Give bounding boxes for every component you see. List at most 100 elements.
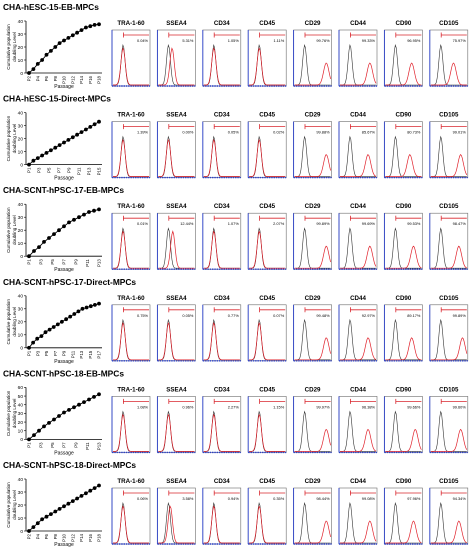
stained-histogram [340,62,377,86]
histogram-tra-1-60: TRA-1-60 0.06% [111,478,151,545]
histogram-cd44: CD44 99.08% [338,478,378,545]
histogram-cd90: CD90 89.17% [383,295,423,362]
growth-point [35,62,40,66]
marker-label: CD34 [214,112,230,119]
histogram-cd34: CD34 0.77% [202,295,242,362]
marker-label: CD45 [259,295,275,302]
histogram-cd105: CD105 75.97% [429,20,469,87]
marker-label: CD44 [350,295,366,302]
positive-percent: 0.00% [182,130,194,135]
growth-point [79,130,84,135]
marker-label: CD34 [214,20,230,27]
growth-x-tick: P1 [27,167,32,173]
positive-percent: 75.97% [453,38,467,43]
growth-x-tick-label: P3 [35,350,40,356]
growth-point [82,400,86,404]
growth-point [67,408,71,412]
growth-ylabel-line1: Cumulative population [6,24,11,70]
histogram-cd29: CD29 98.44% [293,478,332,545]
growth-x-tick: P10 [62,75,67,83]
growth-point [75,30,79,35]
growth-point [31,340,35,345]
growth-ylabel-line2: doubling Level [12,307,17,337]
positive-percent: 0.01% [137,221,149,226]
histogram-tra-1-60: TRA-1-60 1.08% [111,386,151,454]
stained-histogram [203,230,240,269]
marker-label: CD90 [395,112,411,119]
growth-x-tick: P5 [50,259,55,265]
histogram-frame [293,487,332,545]
growth-point [42,424,46,429]
row-2: CHA-hESC-15-Direct-MPCs010203040Cumulati… [3,94,469,182]
growth-x-tick: P1 [27,259,32,265]
growth-x-tick: P16 [88,75,93,83]
growth-x-tick-label: P11 [85,259,90,267]
growth-point [97,119,101,124]
growth-line [28,208,100,257]
histogram-cd90: CD90 96.95% [383,20,423,87]
growth-xlabel: Passage [54,176,74,182]
growth-x-tick-label: P12 [70,533,75,541]
marker-label: CD44 [350,20,366,27]
growth-x-tick: P15 [88,350,93,358]
marker-label: SSEA4 [166,386,187,393]
positive-percent: 0.05% [182,313,194,318]
positive-percent: 99.89% [316,221,330,226]
growth-x-tick: P12 [70,533,75,541]
marker-label: CD44 [350,386,366,393]
growth-point [44,52,49,57]
growth-point [32,249,36,253]
positive-percent: 0.96% [182,404,194,409]
growth-point [67,220,71,225]
positive-percent: 99.33% [362,38,376,43]
marker-label: CD34 [214,386,230,393]
histogram-cd105: CD105 99.01% [429,112,469,179]
growth-point [62,224,66,229]
growth-point [55,322,60,327]
positive-percent: 99.66% [407,404,421,409]
growth-xlabel: Passage [54,450,74,456]
growth-x-tick-label: P1 [27,350,32,356]
growth-y-tick-label: 0 [20,437,23,443]
growth-y-tick-label: 30 [18,32,24,38]
positive-percent: 92.97% [362,313,376,318]
marker-label: CD90 [395,203,411,210]
growth-x-tick-label: P18 [97,533,102,541]
histogram-frame [111,121,151,178]
positive-percent: 99.89% [453,313,467,318]
control-histogram [430,44,467,86]
positive-percent: 1.15% [273,404,285,409]
row-title: CHA-SCNT-hPSC-18-Direct-MPCs [3,460,136,470]
stained-histogram [385,62,422,86]
stained-histogram [430,154,468,177]
growth-point [97,301,101,306]
positive-percent: 99.97% [316,404,330,409]
histogram-frame [384,212,423,270]
growth-xlabel: Passage [54,542,74,548]
growth-point [27,162,31,167]
stained-histogram [430,245,467,269]
growth-y-tick-label: 30 [18,215,24,221]
growth-point [47,236,51,240]
growth-x-tick: P3 [38,442,43,448]
growth-point [97,483,101,488]
growth-x-tick-label: P17 [97,350,102,358]
marker-label: CD90 [395,386,411,393]
growth-y-tick-label: 40 [18,202,24,208]
growth-x-tick-label: P10 [62,533,67,541]
growth-x-tick-label: P13 [79,350,84,358]
growth-x-tick-label: P5 [50,442,55,448]
growth-x-tick: P11 [85,442,90,450]
growth-ylabel: Cumulative population doubling Level [6,482,17,528]
growth-point [27,71,31,75]
growth-point [47,421,51,425]
histogram-ssea4: SSEA4 12.44% [156,203,196,270]
histogram-ssea4: SSEA4 5.31% [156,20,196,87]
growth-y-tick-label: 10 [18,241,24,247]
histogram-frame [247,304,287,362]
positive-percent: 85.67% [362,130,376,135]
positive-percent: 99.08% [362,496,376,501]
growth-x-tick: P8 [53,75,58,81]
growth-point [62,38,66,43]
